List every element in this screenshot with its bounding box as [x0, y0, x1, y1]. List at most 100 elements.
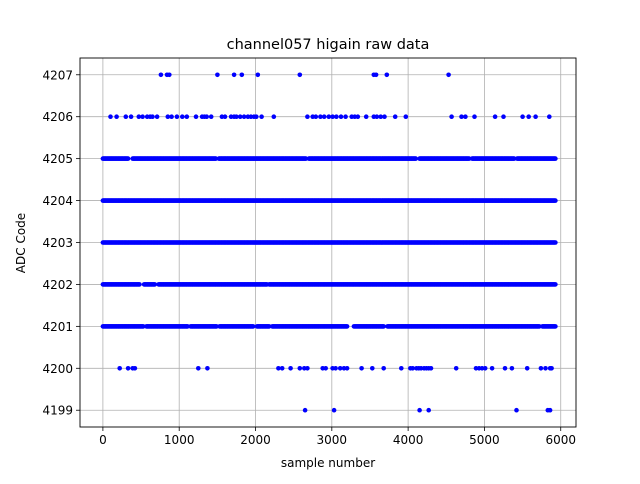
- x-tick-label: 5000: [469, 433, 500, 447]
- data-point: [204, 114, 209, 119]
- data-point: [344, 366, 350, 371]
- data-point: [459, 114, 464, 119]
- data-point: [543, 366, 548, 371]
- data-point: [338, 114, 344, 119]
- y-axis-label: ADC Code: [14, 213, 28, 273]
- data-point: [205, 366, 210, 371]
- data-point: [125, 366, 131, 371]
- y-tick-label: 4201: [42, 320, 73, 334]
- data-point: [526, 114, 531, 119]
- data-point: [553, 324, 558, 329]
- data-point: [344, 324, 350, 329]
- data-point: [184, 114, 190, 119]
- data-point: [241, 114, 247, 119]
- data-point: [331, 407, 337, 413]
- data-point: [114, 114, 119, 119]
- data-point: [549, 366, 554, 371]
- data-point: [520, 114, 525, 119]
- data-point: [253, 114, 259, 119]
- data-point: [501, 114, 506, 119]
- data-point: [337, 366, 343, 371]
- data-point: [553, 156, 558, 161]
- data-point: [117, 366, 122, 371]
- data-point: [154, 114, 160, 119]
- data-point: [152, 282, 158, 287]
- data-point: [297, 72, 303, 78]
- data-point: [297, 366, 303, 371]
- x-tick-label: 6000: [545, 433, 576, 447]
- data-point: [502, 366, 508, 371]
- data-point: [259, 114, 264, 119]
- data-point: [237, 114, 243, 119]
- data-point: [509, 366, 515, 371]
- data-point: [472, 114, 477, 119]
- data-point: [125, 156, 131, 161]
- data-point: [413, 156, 419, 161]
- data-point: [305, 366, 310, 371]
- data-point: [193, 114, 199, 119]
- x-tick-label: 1000: [164, 433, 195, 447]
- data-point: [169, 114, 174, 119]
- data-point: [381, 324, 387, 329]
- data-point: [255, 72, 261, 78]
- data-point: [136, 114, 142, 119]
- data-point: [449, 114, 454, 119]
- data-point: [463, 114, 468, 119]
- y-tick-label: 4207: [42, 68, 73, 82]
- data-point: [250, 324, 256, 329]
- data-point: [167, 72, 172, 78]
- data-point: [323, 366, 329, 371]
- data-point: [553, 240, 558, 245]
- data-point: [334, 114, 339, 119]
- data-point: [489, 366, 495, 371]
- data-point: [234, 114, 239, 119]
- data-point: [524, 366, 530, 371]
- data-point: [373, 72, 379, 78]
- data-point: [180, 114, 185, 119]
- data-point: [410, 366, 416, 371]
- x-tick-label: 0: [99, 433, 107, 447]
- data-point: [370, 366, 375, 371]
- y-tick-label: 4204: [42, 194, 73, 208]
- data-point: [158, 72, 164, 78]
- data-point: [492, 114, 498, 119]
- x-tick-label: 3000: [317, 433, 348, 447]
- data-point: [137, 282, 142, 287]
- data-point: [132, 366, 138, 371]
- data-point: [313, 114, 319, 119]
- x-tick-label: 4000: [393, 433, 424, 447]
- x-tick-label: 2000: [240, 433, 271, 447]
- data-point: [355, 114, 361, 119]
- data-point: [359, 366, 364, 371]
- data-point: [399, 366, 404, 371]
- data-point: [428, 366, 434, 371]
- data-point: [374, 114, 380, 119]
- y-tick-label: 4199: [42, 404, 73, 418]
- data-point: [417, 407, 422, 413]
- data-point: [547, 407, 553, 413]
- data-point: [276, 366, 281, 371]
- data-point: [381, 366, 387, 371]
- data-point: [446, 72, 451, 78]
- data-point: [384, 72, 390, 78]
- y-tick-label: 4206: [42, 110, 73, 124]
- data-point: [174, 114, 180, 119]
- data-point: [333, 366, 338, 371]
- data-point: [538, 366, 544, 371]
- data-point: [302, 407, 308, 413]
- data-point: [343, 114, 348, 119]
- y-tick-label: 4200: [42, 362, 73, 376]
- data-point: [123, 114, 129, 119]
- y-tick-label: 4202: [42, 278, 73, 292]
- data-point: [382, 114, 387, 119]
- data-point: [231, 72, 237, 78]
- data-point: [288, 366, 293, 371]
- data-points: [100, 72, 558, 413]
- data-point: [378, 114, 384, 119]
- y-tick-label: 4205: [42, 152, 73, 166]
- data-point: [533, 114, 538, 119]
- data-point: [318, 114, 323, 119]
- data-point: [514, 407, 519, 413]
